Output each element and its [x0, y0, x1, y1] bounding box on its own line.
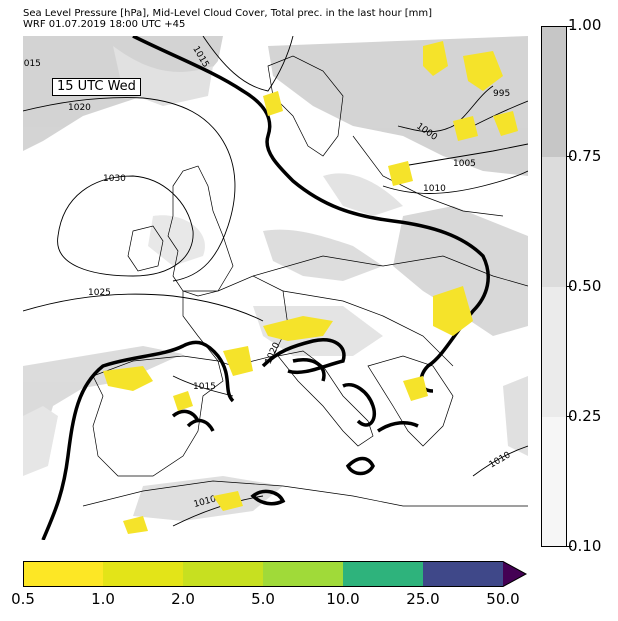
thick-isobar: [132, 36, 490, 393]
isobar-label: 1015: [23, 59, 41, 69]
isobar-label: 1005: [453, 159, 476, 169]
thick-isobar: [261, 338, 346, 374]
precip-colorbar-tick-label: 1.0: [91, 590, 115, 608]
cloud-colorbar-tick-label: 0.25: [568, 407, 602, 425]
chart-subtitle: WRF 01.07.2019 18:00 UTC +45: [23, 19, 186, 30]
isobar-1020: [23, 97, 236, 282]
isobar-1000: [397, 85, 494, 133]
isobar-1010-east: [382, 170, 528, 194]
isobar-label: 1025: [88, 288, 111, 298]
precip-colorbar-segment: [23, 561, 103, 587]
thick-isobar: [186, 418, 215, 432]
precip-area: [173, 391, 193, 411]
weather-map: 1015 1020 1030 1025 1015 1020 1015 1010 …: [23, 36, 528, 540]
coast-scandinavia: [267, 55, 344, 157]
chart-title: Sea Level Pressure [hPa], Mid-Level Clou…: [23, 8, 433, 19]
precip-area: [123, 516, 148, 534]
cloud-colorbar-segment: [542, 417, 566, 546]
precip-colorbar-tick-label: 2.0: [171, 590, 195, 608]
precip-colorbar-outline: [23, 561, 528, 587]
thick-isobars: [41, 36, 490, 540]
isobar-label: 1020: [68, 103, 91, 113]
isobar-1005: [402, 143, 528, 167]
precip-colorbar-tick-label: 25.0: [406, 590, 440, 608]
forecast-time-label: 15 UTC Wed: [52, 78, 141, 96]
cloud-colorbar-tickmark: [567, 156, 572, 157]
map-canvas: 1015 1020 1030 1025 1015 1020 1015 1010 …: [23, 36, 528, 540]
coast-iberia: [92, 355, 224, 477]
coast-ireland: [127, 225, 164, 272]
precip-area: [453, 116, 478, 141]
precip-area: [433, 286, 473, 336]
precip-area: [263, 316, 333, 341]
thick-isobar: [345, 456, 375, 476]
cloud-area: [263, 229, 383, 281]
isobar-1015-north: [202, 36, 294, 92]
cloud-colorbar-segment: [542, 287, 566, 417]
thick-isobar: [377, 420, 419, 433]
cloud-colorbar-tickmark: [567, 286, 572, 287]
precip-area: [463, 51, 503, 91]
isobar-label: 1015: [193, 382, 216, 392]
isobar-label: 995: [493, 89, 510, 99]
precip-area: [493, 111, 518, 136]
isobar-label: 1030: [103, 174, 126, 184]
precip-colorbar-tick-label: 10.0: [326, 590, 360, 608]
isobar-1010-se: [472, 445, 528, 477]
cloud-colorbar-tickmark: [567, 546, 572, 547]
cloud-colorbar-segment: [542, 27, 566, 157]
precip-colorbar-tick-label: 5.0: [251, 590, 275, 608]
cloud-colorbar-tick-label: 1.00: [568, 16, 602, 34]
cloud-cover-colorbar: [541, 26, 567, 547]
precip-area: [388, 161, 413, 186]
precip-area: [223, 346, 253, 376]
thick-isobar: [250, 489, 286, 506]
isobar-1030: [57, 175, 194, 277]
precip-area: [403, 376, 428, 401]
cloud-colorbar-segment: [542, 157, 566, 287]
isobar-1025: [23, 293, 264, 322]
thick-isobar: [41, 340, 235, 540]
border-line: [352, 135, 504, 217]
cloud-area: [23, 406, 58, 476]
thick-isobar: [171, 409, 200, 422]
cloud-area: [323, 173, 403, 216]
precip-colorbar-segment: [423, 561, 503, 587]
precip-colorbar-tick-label: 50.0: [486, 590, 520, 608]
coast-balkans: [367, 355, 454, 447]
precip-area: [213, 491, 243, 511]
cloud-colorbar-tick-label: 0.75: [568, 147, 602, 165]
border-line: [282, 290, 454, 367]
precip-colorbar-tick-label: 0.5: [11, 590, 35, 608]
precip-colorbar-extend-arrow: [503, 561, 526, 587]
thick-isobar: [342, 383, 376, 427]
cloud-colorbar-tickmark: [567, 26, 572, 27]
precip-colorbar-segment: [183, 561, 263, 587]
cloud-area: [393, 206, 528, 336]
precip-area: [103, 366, 153, 391]
precip-colorbar-segment: [263, 561, 343, 587]
cloud-area: [148, 215, 205, 266]
cloud-colorbar-tick-label: 0.50: [568, 277, 602, 295]
precip-area: [423, 41, 448, 76]
cloud-colorbar-tick-label: 0.10: [568, 537, 602, 555]
border-line: [252, 255, 528, 287]
precipitation-layer: [103, 41, 518, 534]
coast-north-africa: [82, 480, 528, 507]
cloud-area: [23, 346, 183, 466]
isobar-label: 1010: [423, 184, 446, 194]
precip-colorbar-segment: [103, 561, 183, 587]
cloud-area: [268, 36, 528, 176]
precipitation-colorbar: [23, 561, 528, 587]
precip-colorbar-segment: [343, 561, 423, 587]
cloud-area: [503, 376, 528, 456]
thick-isobar: [292, 358, 326, 382]
cloud-colorbar-tickmark: [567, 416, 572, 417]
precip-area: [263, 91, 283, 116]
